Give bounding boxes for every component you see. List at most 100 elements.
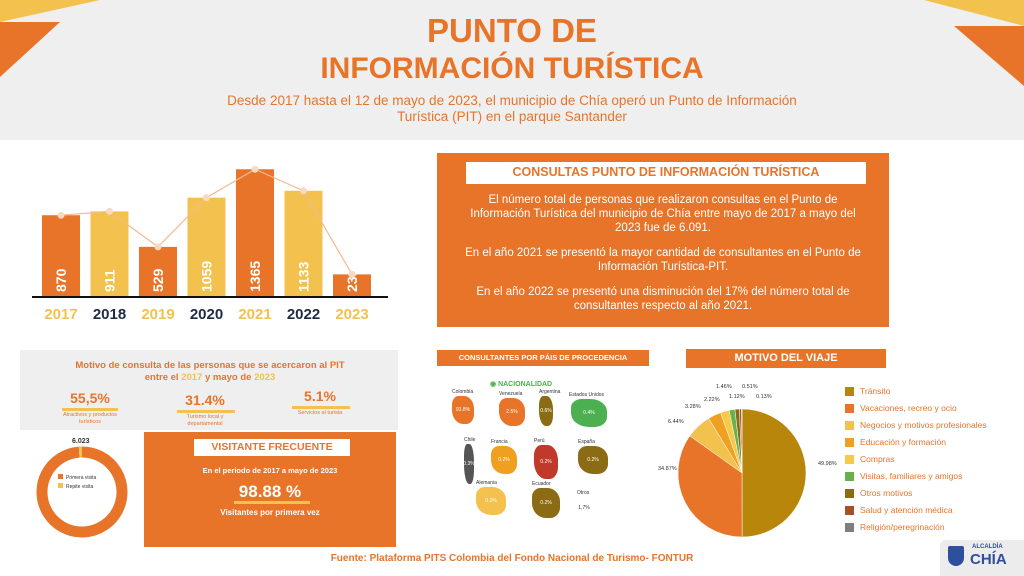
country-map-shape [464, 444, 474, 484]
trend-point [203, 194, 210, 202]
visitante-percentage: 98.88 % [238, 482, 302, 501]
legend-label: Religión/peregrinación [860, 522, 945, 532]
country-map-shape [578, 446, 608, 474]
corner-decoration [0, 0, 100, 22]
legend-label: Vacaciones, recreo y ocio [860, 403, 957, 413]
motivo-title-b: entre el [144, 372, 182, 383]
country-map-shape [539, 396, 553, 426]
legend-label: Salud y atención médica [860, 505, 953, 515]
visitor-type-donut-chart: 6.023 Primera visita Repite visita [30, 434, 135, 546]
legend-label: Negocios y motivos profesionales [860, 420, 987, 430]
x-tick-label: 2021 [238, 306, 271, 323]
motivo-value-servicios: 5.1% [304, 388, 336, 404]
page-title-line2: INFORMACIÓN TURÍSTICA [320, 52, 704, 85]
trend-point [154, 243, 162, 251]
motivo-underline [292, 406, 350, 409]
legend-swatch [845, 489, 854, 498]
country-map-shape [534, 445, 558, 479]
pie-value-label: 2.22% [704, 397, 720, 403]
country-percentage: 2.5% [506, 409, 518, 415]
country-percentage: 0.2% [587, 457, 599, 463]
donut-legend-swatch [58, 474, 63, 479]
bar-2019 [139, 246, 177, 296]
trend-point [300, 187, 307, 195]
pie-value-label: 6.44% [668, 419, 684, 425]
motivo-value-atractivos: 55,5% [70, 390, 110, 406]
country-name: España [578, 439, 595, 445]
legend-label: Tránsito [860, 386, 891, 396]
pie-slice-0 [741, 408, 807, 538]
corner-decoration [0, 22, 60, 77]
trend-point [106, 207, 113, 215]
motivo-underline [62, 408, 118, 411]
legend-swatch [845, 438, 854, 447]
donut-total-label: 6.023 [72, 438, 90, 445]
pie-value-label: 0.13% [756, 394, 772, 400]
bar-2022 [284, 190, 323, 296]
country-map-shape [499, 398, 525, 426]
legend-label: Visitas, familiares y amigos [860, 471, 963, 481]
country-percentage: 0.3% [463, 461, 475, 467]
motivo-label-atractivos: Atractivos y productos turísticos [62, 412, 118, 425]
bar-value-label: 233 [344, 268, 360, 292]
trend-point [348, 270, 356, 278]
country-percentage: 93.8% [455, 407, 471, 413]
bar-2020 [187, 197, 226, 296]
motivo-year-start: 2017 [181, 372, 203, 383]
x-tick-label: 2022 [287, 306, 320, 323]
logo-top-text: ALCALDÍA [972, 544, 1003, 550]
motivo-consulta-title: Motivo de consulta de las personas que s… [60, 360, 360, 384]
nacionalidad-text: NACIONALIDAD [498, 381, 553, 388]
paises-title-box [437, 350, 649, 366]
consultas-paragraph-2022: En el año 2022 se presentó una disminuci… [476, 286, 850, 312]
viaje-title-box [686, 349, 886, 368]
logo-main-text: CHÍA [970, 551, 1007, 568]
country-name: Chile [464, 437, 476, 443]
country-map-shape [476, 487, 506, 515]
visitante-title: VISITANTE FRECUENTE [211, 441, 333, 453]
header-band [0, 0, 1024, 140]
legend-swatch [845, 404, 854, 413]
legend-swatch [845, 472, 854, 481]
bar-value-label: 1059 [199, 261, 215, 292]
country-name: Venezuela [499, 391, 523, 397]
country-name: Estados Unidos [569, 392, 605, 398]
bar-2023 [333, 274, 371, 296]
country-map-shape [452, 396, 474, 424]
pie-value-label: 0.51% [742, 384, 758, 390]
x-tick-label: 2019 [141, 306, 174, 323]
x-tick-label: 2018 [93, 306, 126, 323]
pie-value-label: 1.46% [716, 384, 732, 390]
consultas-paragraph-2021: En el año 2021 se presentó la mayor cant… [465, 247, 861, 273]
visitante-underline [234, 501, 310, 504]
pie-slice-8 [741, 408, 743, 474]
trend-point [251, 165, 259, 173]
country-name: Colombia [452, 389, 474, 395]
pie-value-label: 49.98% [818, 461, 837, 467]
donut-legend-label: Primera visita [66, 475, 97, 481]
viaje-title: MOTIVO DEL VIAJE [734, 352, 838, 364]
country-percentage: 0.2% [540, 500, 552, 506]
page-subtitle: Desde 2017 hasta el 12 de mayo de 2023, … [227, 93, 797, 124]
legend-swatch [845, 387, 854, 396]
consultas-paragraph-total: El número total de personas que realizar… [470, 194, 856, 234]
nationality-icon: ◉ [490, 381, 497, 388]
consultas-title-box [466, 162, 866, 184]
nacionalidad-label: ◉ NACIONALIDAD [490, 380, 552, 388]
corner-decoration [954, 26, 1024, 86]
country-percentage: 0.6% [540, 408, 552, 414]
pie-slice-1 [677, 435, 743, 538]
legend-label: Otros motivos [860, 488, 913, 498]
donut-slice-0 [36, 446, 128, 538]
country-name: Otros [577, 490, 590, 496]
paises-title: CONSULTANTES POR PÁIS DE PROCEDENCIA [458, 353, 628, 362]
trend-point [57, 211, 65, 219]
x-tick-label: 2020 [190, 306, 223, 323]
motivo-label-servicios: Servicios al turista [297, 410, 343, 416]
bar-value-label: 529 [150, 268, 166, 292]
bar-value-label: 1133 [296, 261, 312, 292]
bar-2018 [90, 211, 129, 296]
motivo-label-turismo-local: Turismo local y departamental [186, 414, 224, 427]
motivo-year-end: 2023 [254, 372, 276, 383]
